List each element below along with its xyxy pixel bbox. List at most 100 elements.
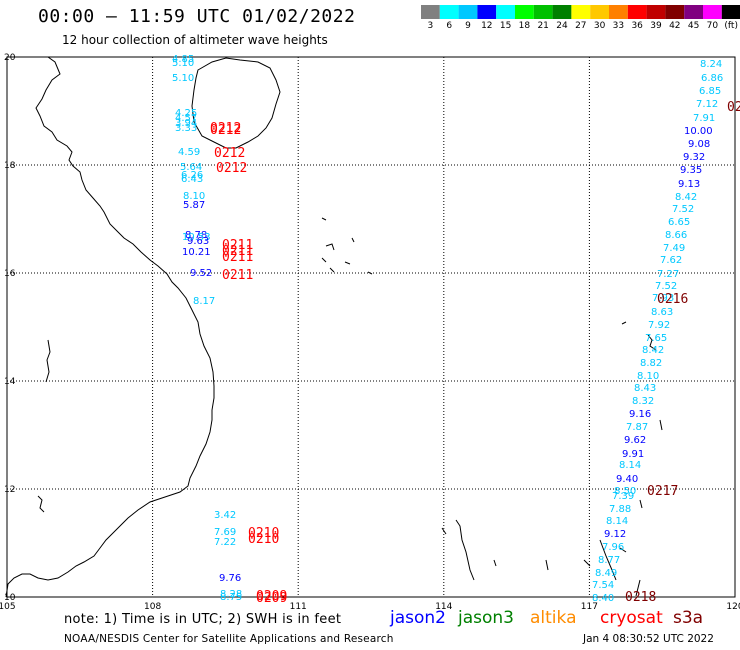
coastline-detail-1 xyxy=(45,339,51,383)
swh-value: 9.13 xyxy=(678,179,700,190)
swh-value: 8.66 xyxy=(665,230,687,241)
swh-value: 3.94 xyxy=(175,118,197,129)
swh-value: 7.52 xyxy=(672,204,694,215)
swh-value: 5.87 xyxy=(183,200,205,211)
y-tick-label: 18 xyxy=(4,161,16,171)
colorbar-label: 27 xyxy=(575,21,587,31)
colorbar-label: 45 xyxy=(687,21,700,31)
pass-time-label: 0212 xyxy=(210,123,241,138)
swh-value: 8.24 xyxy=(700,59,722,70)
credit-line: NOAA/NESDIS Center for Satellite Applica… xyxy=(64,633,394,645)
swh-value: 9.40 xyxy=(616,474,638,485)
colorbar-label: 70 xyxy=(706,21,719,31)
pass-time-label: 0209 xyxy=(256,591,287,606)
swh-value: 9.62 xyxy=(624,435,646,446)
swh-value: 8.10 xyxy=(183,191,205,202)
swh-value: 9.76 xyxy=(219,573,241,584)
swh-value: 7.91 xyxy=(693,113,715,124)
swh-value: 7.27 xyxy=(657,269,679,280)
colorbar-swatch xyxy=(515,5,534,19)
swh-value: 3.42 xyxy=(214,510,236,521)
map-frame xyxy=(6,56,736,598)
colorbar-swatch xyxy=(552,5,572,19)
colorbar-swatch xyxy=(439,5,459,19)
swh-value: 7.65 xyxy=(645,333,667,344)
swh-value: 5.10 xyxy=(172,58,194,69)
colorbar-label: 3 xyxy=(427,21,434,31)
swh-value: 8.14 xyxy=(619,460,641,471)
swh-value: 8.28 xyxy=(220,589,242,600)
swh-value: 9.91 xyxy=(622,449,644,460)
swh-value: 8.63 xyxy=(651,307,673,318)
colorbar-swatch xyxy=(627,5,647,19)
swh-value: 8.78 xyxy=(185,230,207,241)
vietnam-coastline xyxy=(5,56,215,598)
colorbar-label: 9 xyxy=(465,21,471,31)
y-tick-label: 14 xyxy=(4,377,16,387)
swh-value: 8.42 xyxy=(642,345,664,356)
swh-value: 9.63 xyxy=(187,236,209,247)
swh-value: 9.08 xyxy=(688,139,710,150)
colorbar-label: (ft) xyxy=(724,21,738,31)
swh-value: 6.43 xyxy=(181,174,203,185)
satellite-cryosat-label: cryosat xyxy=(600,608,663,628)
pass-time-label: 0209 xyxy=(256,589,287,604)
swh-value: 8.17 xyxy=(193,296,215,307)
y-tick-label: 10 xyxy=(4,593,16,603)
colorbar-label: 33 xyxy=(612,21,625,31)
swh-value: 8.49 xyxy=(595,568,617,579)
pass-time-labels: 0212021202120212021102110211021102100210… xyxy=(210,100,740,606)
colorbar-label: 36 xyxy=(631,21,643,31)
y-tick-label: 16 xyxy=(4,269,16,279)
swh-value: 9.52 xyxy=(190,268,212,279)
swh-value: 8.10 xyxy=(637,371,659,382)
x-tick-label: 114 xyxy=(435,602,452,612)
swh-value: 9.35 xyxy=(680,165,702,176)
swh-value: 10.00 xyxy=(684,126,713,137)
coastline xyxy=(5,56,663,598)
map-subtitle: 12 hour collection of altimeter wave hei… xyxy=(62,33,328,47)
swh-value: 9.32 xyxy=(683,152,705,163)
swh-value: 9.12 xyxy=(604,529,626,540)
swh-value: 7.92 xyxy=(648,320,670,331)
swh-value: 7.93 xyxy=(652,293,674,304)
colorbar-swatch xyxy=(477,5,497,19)
y-tick-label: 20 xyxy=(4,53,16,63)
colorbar-swatch xyxy=(684,5,703,19)
colorbar-label: 24 xyxy=(556,21,568,31)
map-grid xyxy=(7,57,735,597)
axis-ticks: 105 108 111 114 117 120 20 18 16 14 12 10 xyxy=(0,53,740,612)
generated-timestamp: Jan 4 08:30:52 UTC 2022 xyxy=(583,633,714,645)
pass-time-label: 0218 xyxy=(625,590,656,605)
swh-value: 8.75 xyxy=(220,592,242,603)
swh-value: 4.25 xyxy=(175,108,197,119)
swh-value: 10.21 xyxy=(182,247,211,258)
pass-time-label: 0217 xyxy=(647,484,678,499)
swh-value: 7.87 xyxy=(626,422,648,433)
colorbar-swatch xyxy=(421,5,440,19)
swh-value: 7.69 xyxy=(214,527,236,538)
colorbar-swatch xyxy=(609,5,628,19)
swh-value: 7.54 xyxy=(592,580,614,591)
colorbar-label: 12 xyxy=(481,21,493,31)
swh-value: 4.59 xyxy=(178,147,200,158)
colorbar-swatch xyxy=(533,5,553,19)
swh-value: 3.33 xyxy=(175,123,197,134)
swh-value: 7.62 xyxy=(660,255,682,266)
pass-time-label: 0212 xyxy=(216,161,247,176)
colorbar-label: 15 xyxy=(499,21,512,31)
colorbar-swatch xyxy=(590,5,609,19)
wave-height-colorbar xyxy=(421,5,740,19)
satellite-jason2-label: jason2 xyxy=(390,608,446,628)
pass-time-label: 0211 xyxy=(222,268,253,283)
swh-value: 7.49 xyxy=(663,243,685,254)
swh-value: 4.57 xyxy=(175,113,197,124)
x-tick-label: 111 xyxy=(290,602,307,612)
hainan-island xyxy=(191,57,281,149)
swh-value: 9.16 xyxy=(629,409,651,420)
pass-time-label: 0210 xyxy=(248,526,279,541)
colorbar-label: 42 xyxy=(669,21,681,31)
coastline-detail-2 xyxy=(37,495,45,513)
pass-time-label: 0216 xyxy=(657,292,688,307)
swh-value: 8.14 xyxy=(606,516,628,527)
